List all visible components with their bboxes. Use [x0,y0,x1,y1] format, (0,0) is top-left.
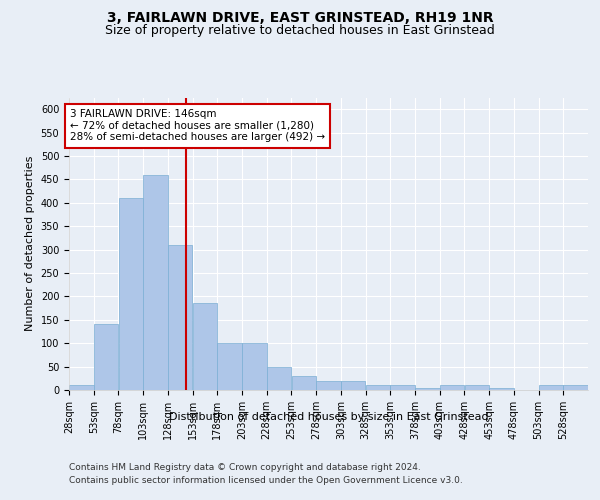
Bar [391,386,415,390]
Text: Contains public sector information licensed under the Open Government Licence v3: Contains public sector information licen… [69,476,463,485]
Bar [464,386,489,390]
Bar [94,324,118,390]
Bar [292,376,316,390]
Y-axis label: Number of detached properties: Number of detached properties [25,156,35,332]
Bar [316,380,341,390]
Bar [539,386,563,390]
Bar [217,343,242,390]
Bar [563,386,588,390]
Text: Contains HM Land Registry data © Crown copyright and database right 2024.: Contains HM Land Registry data © Crown c… [69,462,421,471]
Bar [415,388,440,390]
Bar [193,304,217,390]
Bar [440,386,464,390]
Text: 3, FAIRLAWN DRIVE, EAST GRINSTEAD, RH19 1NR: 3, FAIRLAWN DRIVE, EAST GRINSTEAD, RH19 … [107,11,493,25]
Bar [366,386,390,390]
Bar [69,386,94,390]
Bar [267,366,291,390]
Bar [168,245,193,390]
Text: Size of property relative to detached houses in East Grinstead: Size of property relative to detached ho… [105,24,495,37]
Bar [242,343,266,390]
Bar [341,380,365,390]
Bar [119,198,143,390]
Text: Distribution of detached houses by size in East Grinstead: Distribution of detached houses by size … [169,412,488,422]
Text: 3 FAIRLAWN DRIVE: 146sqm
← 72% of detached houses are smaller (1,280)
28% of sem: 3 FAIRLAWN DRIVE: 146sqm ← 72% of detach… [70,109,325,142]
Bar [489,388,514,390]
Bar [143,174,168,390]
